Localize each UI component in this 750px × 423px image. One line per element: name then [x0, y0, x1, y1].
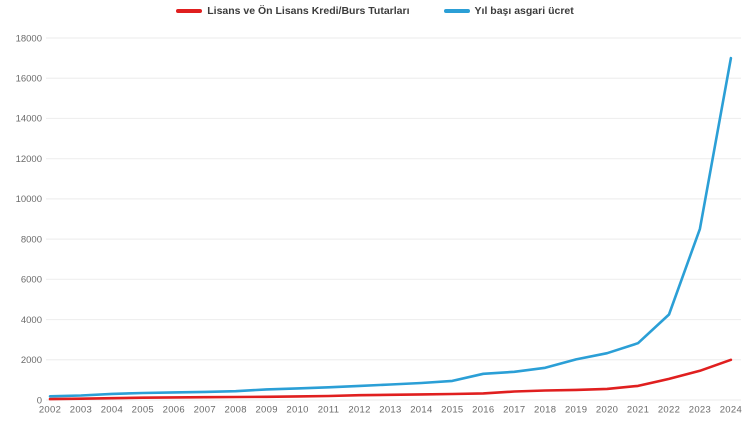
y-tick-label: 4000	[21, 315, 42, 326]
legend-item-kredi-burs: Lisans ve Ön Lisans Kredi/Burs Tutarları	[176, 5, 410, 17]
series-line-0	[48, 358, 733, 401]
chart-legend: Lisans ve Ön Lisans Kredi/Burs Tutarları…	[0, 5, 750, 17]
blue-line-swatch-icon	[443, 9, 470, 13]
x-tick-label: 2008	[225, 405, 247, 416]
y-tick-label: 2000	[21, 355, 42, 366]
x-tick-label: 2003	[70, 405, 92, 416]
y-tick-label: 16000	[16, 74, 42, 85]
legend-label-asgari-ucret: Yıl başı asgari ücret	[474, 5, 574, 17]
y-tick-label: 18000	[16, 33, 42, 44]
x-tick-label: 2004	[101, 405, 123, 416]
x-tick-label: 2005	[132, 405, 154, 416]
x-tick-label: 2012	[348, 405, 370, 416]
x-tick-label: 2006	[163, 405, 185, 416]
x-tick-label: 2011	[318, 405, 340, 416]
y-tick-label: 12000	[16, 154, 42, 165]
y-tick-label: 6000	[21, 275, 42, 286]
red-line-swatch-icon	[176, 9, 203, 13]
x-tick-label: 2019	[565, 405, 587, 416]
x-tick-label: 2023	[689, 405, 711, 416]
y-tick-label: 8000	[21, 234, 42, 245]
x-tick-label: 2010	[286, 405, 308, 416]
x-tick-label: 2015	[441, 405, 463, 416]
x-tick-label: 2021	[627, 405, 649, 416]
x-tick-label: 2016	[472, 405, 494, 416]
y-tick-label: 10000	[16, 194, 42, 205]
x-tick-label: 2020	[596, 405, 618, 416]
x-tick-label: 2017	[503, 405, 525, 416]
x-tick-label: 2024	[720, 405, 742, 416]
x-tick-label: 2022	[658, 405, 680, 416]
series-line-1	[48, 56, 733, 398]
y-tick-label: 14000	[16, 114, 42, 125]
x-tick-label: 2007	[194, 405, 216, 416]
x-tick-label: 2013	[379, 405, 401, 416]
y-tick-label: 0	[37, 395, 42, 406]
x-tick-label: 2002	[39, 405, 61, 416]
legend-label-kredi-burs: Lisans ve Ön Lisans Kredi/Burs Tutarları	[207, 5, 410, 17]
legend-item-asgari-ucret: Yıl başı asgari ücret	[443, 5, 574, 17]
x-tick-label: 2009	[255, 405, 277, 416]
x-tick-label: 2018	[534, 405, 556, 416]
x-tick-label: 2014	[410, 405, 432, 416]
